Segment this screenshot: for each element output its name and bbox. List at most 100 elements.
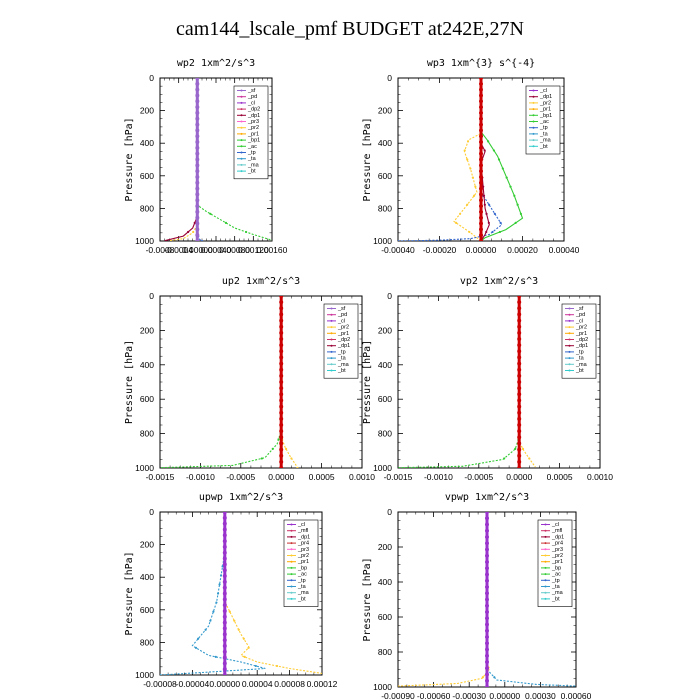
x-tick-label: -0.0004 <box>164 245 193 255</box>
series-marker-cl <box>222 591 227 596</box>
series-marker-sf <box>279 349 284 354</box>
y-tick-label: 0 <box>387 507 392 517</box>
series-marker-cl <box>479 209 483 214</box>
series-marker-cl <box>485 512 489 514</box>
series-marker-tp <box>499 221 502 224</box>
series-marker-sf <box>517 355 522 360</box>
series-marker-pr2 <box>228 610 231 613</box>
series-marker-sf <box>195 122 200 127</box>
series-marker-cl <box>222 533 227 538</box>
legend-label: _cl <box>575 318 583 324</box>
series-marker-sf <box>195 163 200 168</box>
panel-up2: up2 1xm^2/s^3 Pressure [hPa] 0 200 400 600 800… <box>124 276 375 482</box>
legend-marker <box>568 344 571 347</box>
series-marker-sf <box>279 300 284 305</box>
x-tick-label: 0.0005 <box>547 472 573 482</box>
y-tick-label: 0 <box>387 73 392 83</box>
series-marker-cl <box>479 105 483 110</box>
legend-label: _dp2 <box>247 107 260 113</box>
x-tick-label: 0.00040 <box>201 245 232 255</box>
series-marker-sf <box>517 466 522 468</box>
legend-marker <box>532 108 535 111</box>
series-marker-pr2 <box>290 457 293 460</box>
y-tick-label: 200 <box>140 325 154 335</box>
series-marker-sf <box>279 318 284 323</box>
series-marker-sf <box>279 373 284 378</box>
series-marker-cl <box>485 585 489 589</box>
series-marker-pr2 <box>469 167 472 170</box>
series-marker-pr2 <box>472 194 476 197</box>
legend-marker <box>568 363 571 366</box>
y-axis-label: Pressure [hPa] <box>124 551 135 635</box>
x-tick-label: -0.00008 <box>143 679 177 689</box>
series-marker-sf <box>279 398 284 403</box>
y-axis-label: Pressure [hPa] <box>362 557 373 641</box>
series-marker-sf <box>517 373 522 378</box>
legend-label: _bt <box>247 169 256 175</box>
series-marker-sf <box>195 221 200 226</box>
series-marker-sf <box>517 361 522 366</box>
series-marker-sf <box>279 296 284 298</box>
legend-label: _sf <box>247 88 256 94</box>
legend: _cl_mfl_dp1_pr4_pr3_pr2_pr1_bp_ac_tp_ta_… <box>283 519 319 607</box>
series-marker-bp1 <box>209 212 212 215</box>
series-marker-cl <box>479 198 483 203</box>
legend-label: _pr2 <box>337 325 349 331</box>
legend-label: _cl <box>337 318 345 324</box>
series-marker-cl <box>485 647 489 652</box>
y-tick-label: 800 <box>378 429 392 439</box>
panel-title: vp2 1xm^2/s^3 <box>460 276 538 287</box>
y-tick-label: 800 <box>378 203 392 213</box>
legend-marker <box>544 542 547 545</box>
series-marker-ta <box>254 664 257 668</box>
series-marker-ac <box>497 158 501 161</box>
series-marker-ac <box>509 185 512 188</box>
x-tick-label: -0.0005 <box>464 472 493 482</box>
series-marker-ta <box>218 583 221 586</box>
legend-marker <box>568 369 571 372</box>
series-marker-cl <box>485 672 489 677</box>
legend-marker <box>290 554 293 557</box>
series-marker-sf <box>195 204 200 209</box>
legend-label: _tp <box>247 150 256 156</box>
legend-label: _tp <box>539 125 548 131</box>
series-marker-sf <box>279 337 284 341</box>
series-marker-sf <box>195 209 200 214</box>
legend-label: _ma <box>539 138 552 144</box>
legend-label: _cl <box>297 522 305 528</box>
series-marker-cl <box>479 87 483 92</box>
legend-marker <box>544 597 547 600</box>
series-marker-dp1 <box>485 212 488 215</box>
legend-marker <box>240 108 243 111</box>
legend-marker <box>532 132 535 135</box>
y-axis-label: Pressure [hPa] <box>124 117 135 201</box>
series-marker-dp1 <box>193 221 196 224</box>
series-marker-pr2 <box>463 149 466 152</box>
legend-label: _ac <box>551 572 561 578</box>
series-marker-pr2 <box>242 637 245 640</box>
legend-label: _tp <box>297 578 306 584</box>
series-marker-cl <box>485 622 489 627</box>
series-marker-sf <box>517 404 522 409</box>
panel-wp3: wp3 1xm^{3} s^{-4} Pressure [hPa] 0 200 400 6… <box>362 58 580 255</box>
series-marker-sf <box>279 416 284 421</box>
series-marker-dp1 <box>271 447 274 450</box>
y-tick-label: 400 <box>378 577 392 587</box>
legend-box <box>525 85 561 155</box>
series-marker-cl <box>485 572 489 577</box>
legend-label: _pr4 <box>297 541 309 547</box>
panel-vpwp: vpwp 1xm^2/s^3 Pressure [hPa] 0 200 400 600 80… <box>362 492 592 700</box>
legend-label: _pr3 <box>297 547 309 553</box>
y-tick-label: 800 <box>140 637 154 647</box>
legend-marker <box>290 597 293 600</box>
series-marker-sf <box>195 145 200 150</box>
series-marker-tp <box>398 239 400 241</box>
series-line-pr2 <box>169 78 198 241</box>
series-marker-cl <box>485 616 489 621</box>
y-tick-label: 200 <box>140 106 154 116</box>
series-marker-pr2 <box>275 664 279 668</box>
legend-marker <box>568 332 571 335</box>
series-marker-sf <box>195 215 200 220</box>
panel-title: upwp 1xm^2/s^3 <box>199 492 283 503</box>
legend-label: _pr2 <box>297 553 309 559</box>
